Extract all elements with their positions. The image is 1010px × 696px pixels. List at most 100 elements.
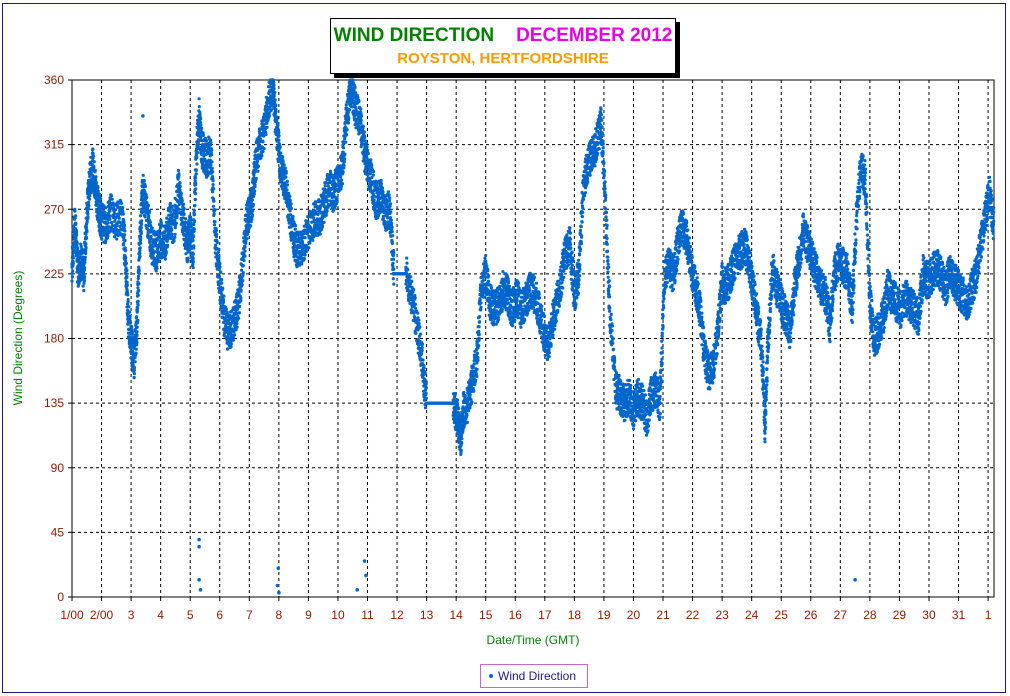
data-point [136, 293, 140, 297]
data-point [210, 152, 214, 157]
data-point [483, 256, 487, 260]
data-point [76, 284, 80, 288]
data-point [198, 121, 203, 125]
data-point [221, 297, 225, 301]
y-tick-label: 90 [51, 461, 65, 475]
data-point [194, 172, 198, 176]
x-axis-ticks: 1/00 2/00 3 4 5 6 7 8 9 10 11 12 13 14 15 16 17 18 19 20 21 2… [60, 597, 992, 622]
data-point [343, 157, 347, 161]
data-point [163, 257, 167, 261]
data-point [138, 214, 143, 218]
data-point [510, 324, 515, 328]
data-point [308, 241, 312, 245]
data-point [192, 244, 196, 248]
data-point [81, 284, 85, 288]
data-point [460, 441, 464, 445]
data-point [245, 237, 249, 241]
data-point [210, 148, 214, 152]
data-point [127, 305, 131, 309]
data-point [82, 289, 86, 293]
data-point [476, 358, 480, 362]
data-point [272, 87, 276, 91]
data-point [468, 393, 472, 397]
data-point [288, 194, 292, 198]
data-point [108, 199, 112, 203]
data-point [135, 330, 139, 334]
data-point [212, 212, 216, 216]
data-point [390, 241, 394, 245]
data-point [156, 254, 160, 258]
data-point [139, 230, 143, 234]
data-point [237, 311, 241, 315]
data-point [86, 215, 90, 219]
data-point [215, 232, 219, 236]
data-point [392, 282, 396, 286]
data-point [265, 125, 269, 129]
data-point [121, 212, 125, 216]
data-point [389, 210, 393, 214]
data-point [253, 189, 257, 193]
data-point [74, 236, 78, 240]
data-point [167, 236, 171, 240]
data-point [157, 234, 161, 238]
data-point [217, 256, 221, 261]
data-point [154, 269, 158, 273]
x-tick-label: 16 [509, 608, 523, 622]
data-point [106, 211, 111, 216]
x-tick-label: 19 [597, 608, 611, 622]
data-point [312, 218, 316, 222]
data-point [134, 347, 138, 351]
data-point [77, 282, 81, 286]
data-point [200, 126, 204, 130]
data-point [339, 175, 343, 179]
data-point [225, 310, 229, 314]
data-point [79, 244, 83, 248]
data-point [483, 275, 487, 279]
data-point [506, 281, 510, 285]
data-point [197, 97, 201, 101]
data-point [123, 233, 127, 237]
data-point [109, 194, 114, 198]
data-point [209, 138, 213, 142]
x-tick-label: 22 [686, 608, 700, 622]
data-point [387, 193, 391, 197]
data-point [147, 209, 151, 213]
data-point [490, 303, 494, 307]
data-point [252, 192, 256, 196]
data-point [277, 138, 281, 142]
data-point [182, 212, 186, 216]
data-point [417, 322, 421, 326]
data-point [235, 325, 239, 329]
data-point [128, 316, 132, 320]
data-point [405, 261, 409, 265]
data-point [287, 191, 291, 195]
data-point [151, 248, 155, 252]
data-point [89, 189, 93, 193]
data-point [144, 193, 148, 197]
data-point [359, 107, 363, 111]
data-point [246, 232, 250, 236]
data-point [475, 367, 479, 371]
data-point [133, 356, 137, 360]
data-point [465, 413, 469, 417]
data-point [135, 340, 139, 345]
data-point [199, 123, 203, 127]
data-point [392, 257, 396, 261]
data-point [283, 166, 287, 170]
data-point [216, 250, 220, 254]
data-point [320, 224, 324, 228]
data-point [195, 162, 199, 166]
data-point [121, 206, 125, 210]
data-point [177, 207, 181, 211]
data-point [478, 315, 482, 319]
data-point [302, 257, 306, 261]
data-point [198, 112, 202, 116]
data-point [124, 248, 128, 252]
data-point [482, 295, 486, 299]
data-point [272, 80, 276, 84]
data-point [71, 256, 76, 260]
data-point [413, 306, 418, 310]
data-point [108, 214, 112, 218]
data-point [250, 213, 254, 217]
data-point [472, 389, 476, 393]
